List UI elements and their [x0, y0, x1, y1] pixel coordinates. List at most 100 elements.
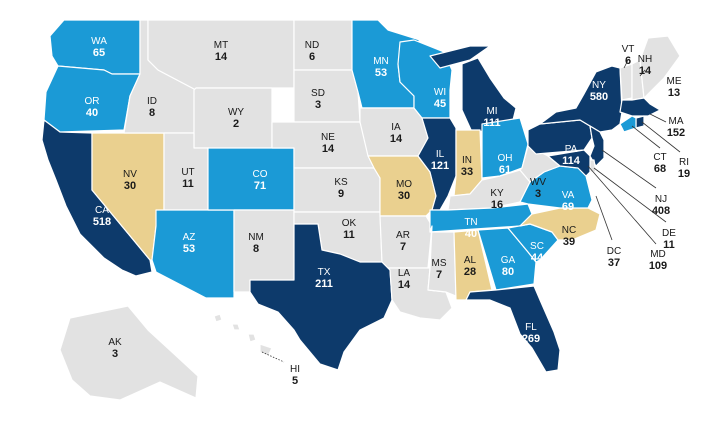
state-abbr: VA [562, 190, 575, 201]
state-value: 6 [625, 55, 631, 67]
state-value: 211 [315, 278, 333, 290]
state-value: 3 [315, 99, 321, 111]
state-value: 3 [535, 188, 541, 200]
state-label-va: VA 69 [562, 190, 575, 213]
state-abbr: NM [248, 232, 264, 243]
state-value: 6 [309, 51, 315, 63]
state-label-wv: WV 3 [530, 177, 546, 200]
state-ak [59, 305, 199, 401]
state-value: 11 [182, 178, 194, 190]
state-abbr: IL [436, 149, 445, 160]
state-abbr: NH [638, 54, 652, 65]
state-abbr: NE [321, 132, 335, 143]
state-label-hi: HI 5 [290, 364, 300, 387]
state-label-la: LA 14 [398, 268, 411, 291]
state-nj [589, 125, 605, 167]
state-value: 7 [400, 241, 406, 253]
state-abbr: IA [391, 122, 401, 133]
state-abbr: MD [650, 249, 666, 260]
state-fl [465, 285, 561, 373]
state-label-me: ME 13 [667, 76, 682, 99]
state-abbr: FL [525, 322, 537, 333]
leader-line-ct [631, 125, 661, 149]
state-abbr: CT [653, 152, 666, 163]
state-label-de: DE 11 [662, 228, 676, 251]
state-label-ak: AK 3 [108, 337, 122, 360]
state-label-tx: TX 211 [315, 267, 333, 290]
state-label-mo: MO 30 [396, 179, 412, 202]
state-value: 2 [233, 118, 239, 130]
leader-line-ri [641, 121, 681, 153]
state-ri [635, 115, 645, 129]
state-abbr: MA [669, 116, 684, 127]
state-value: 5 [292, 375, 298, 387]
state-label-mt: MT 14 [214, 40, 228, 63]
state-value: 30 [398, 190, 410, 202]
state-value: 11 [343, 229, 355, 241]
state-abbr: SC [530, 241, 544, 252]
leader-line-vt [623, 59, 629, 69]
state-vt [619, 63, 633, 101]
state-value: 40 [86, 107, 98, 119]
state-label-ms: MS 7 [432, 258, 447, 281]
state-abbr: NC [562, 225, 576, 236]
state-label-ky: KY 16 [490, 188, 504, 211]
state-label-pa: PA 114 [562, 144, 581, 167]
state-value: 14 [639, 65, 652, 77]
state-ct [619, 115, 637, 133]
state-abbr: MS [432, 258, 447, 269]
state-label-oh: OH 61 [498, 153, 513, 176]
leader-line-de [593, 167, 667, 223]
state-md [547, 149, 591, 177]
leader-line-md [587, 165, 657, 245]
state-label-mn: MN 53 [373, 56, 389, 79]
state-value: 33 [461, 166, 473, 178]
state-label-co: CO 71 [253, 169, 268, 192]
leader-line-dc [595, 195, 613, 241]
state-mi [429, 45, 517, 133]
state-value: 518 [93, 216, 111, 228]
state-value: 69 [562, 201, 574, 213]
state-value: 7 [436, 269, 442, 281]
state-abbr: GA [501, 255, 516, 266]
state-abbr: ND [305, 40, 319, 51]
state-ma [619, 97, 661, 117]
leader-line-nh [639, 69, 646, 77]
state-value: 68 [654, 163, 666, 175]
state-value: 109 [649, 260, 667, 272]
state-value: 65 [93, 47, 105, 59]
state-abbr: WY [228, 107, 244, 118]
state-abbr: KS [334, 177, 348, 188]
state-abbr: MI [486, 106, 497, 117]
state-label-ut: UT 11 [181, 167, 194, 190]
state-abbr: DC [607, 246, 621, 257]
state-label-vt: VT 6 [622, 44, 635, 67]
state-label-ri: RI 19 [678, 157, 690, 180]
state-abbr: NV [123, 169, 137, 180]
state-abbr: TN [464, 217, 477, 228]
state-value: 37 [608, 257, 620, 269]
state-label-ia: IA 14 [390, 122, 403, 145]
state-value: 121 [431, 160, 449, 172]
state-label-mi: MI 111 [483, 106, 500, 129]
state-value: 8 [149, 107, 155, 119]
leader-line-ma [649, 113, 667, 123]
state-value: 13 [668, 87, 680, 99]
state-value: 269 [522, 333, 540, 345]
state-value: 61 [499, 164, 511, 176]
state-value: 3 [112, 348, 118, 360]
state-abbr: OK [342, 218, 357, 229]
leader-line-nj [601, 149, 657, 189]
state-abbr: VT [622, 44, 635, 55]
state-value: 44 [531, 252, 544, 264]
state-abbr: AZ [183, 232, 196, 243]
state-value: 152 [667, 127, 685, 139]
state-value: 14 [215, 51, 228, 63]
state-value: 30 [124, 180, 136, 192]
state-nd [293, 19, 353, 71]
state-label-az: AZ 53 [183, 232, 196, 255]
state-label-wi: WI 45 [434, 87, 446, 110]
state-value: 408 [652, 205, 670, 217]
state-label-sc: SC 44 [530, 241, 544, 264]
state-value: 8 [253, 243, 259, 255]
